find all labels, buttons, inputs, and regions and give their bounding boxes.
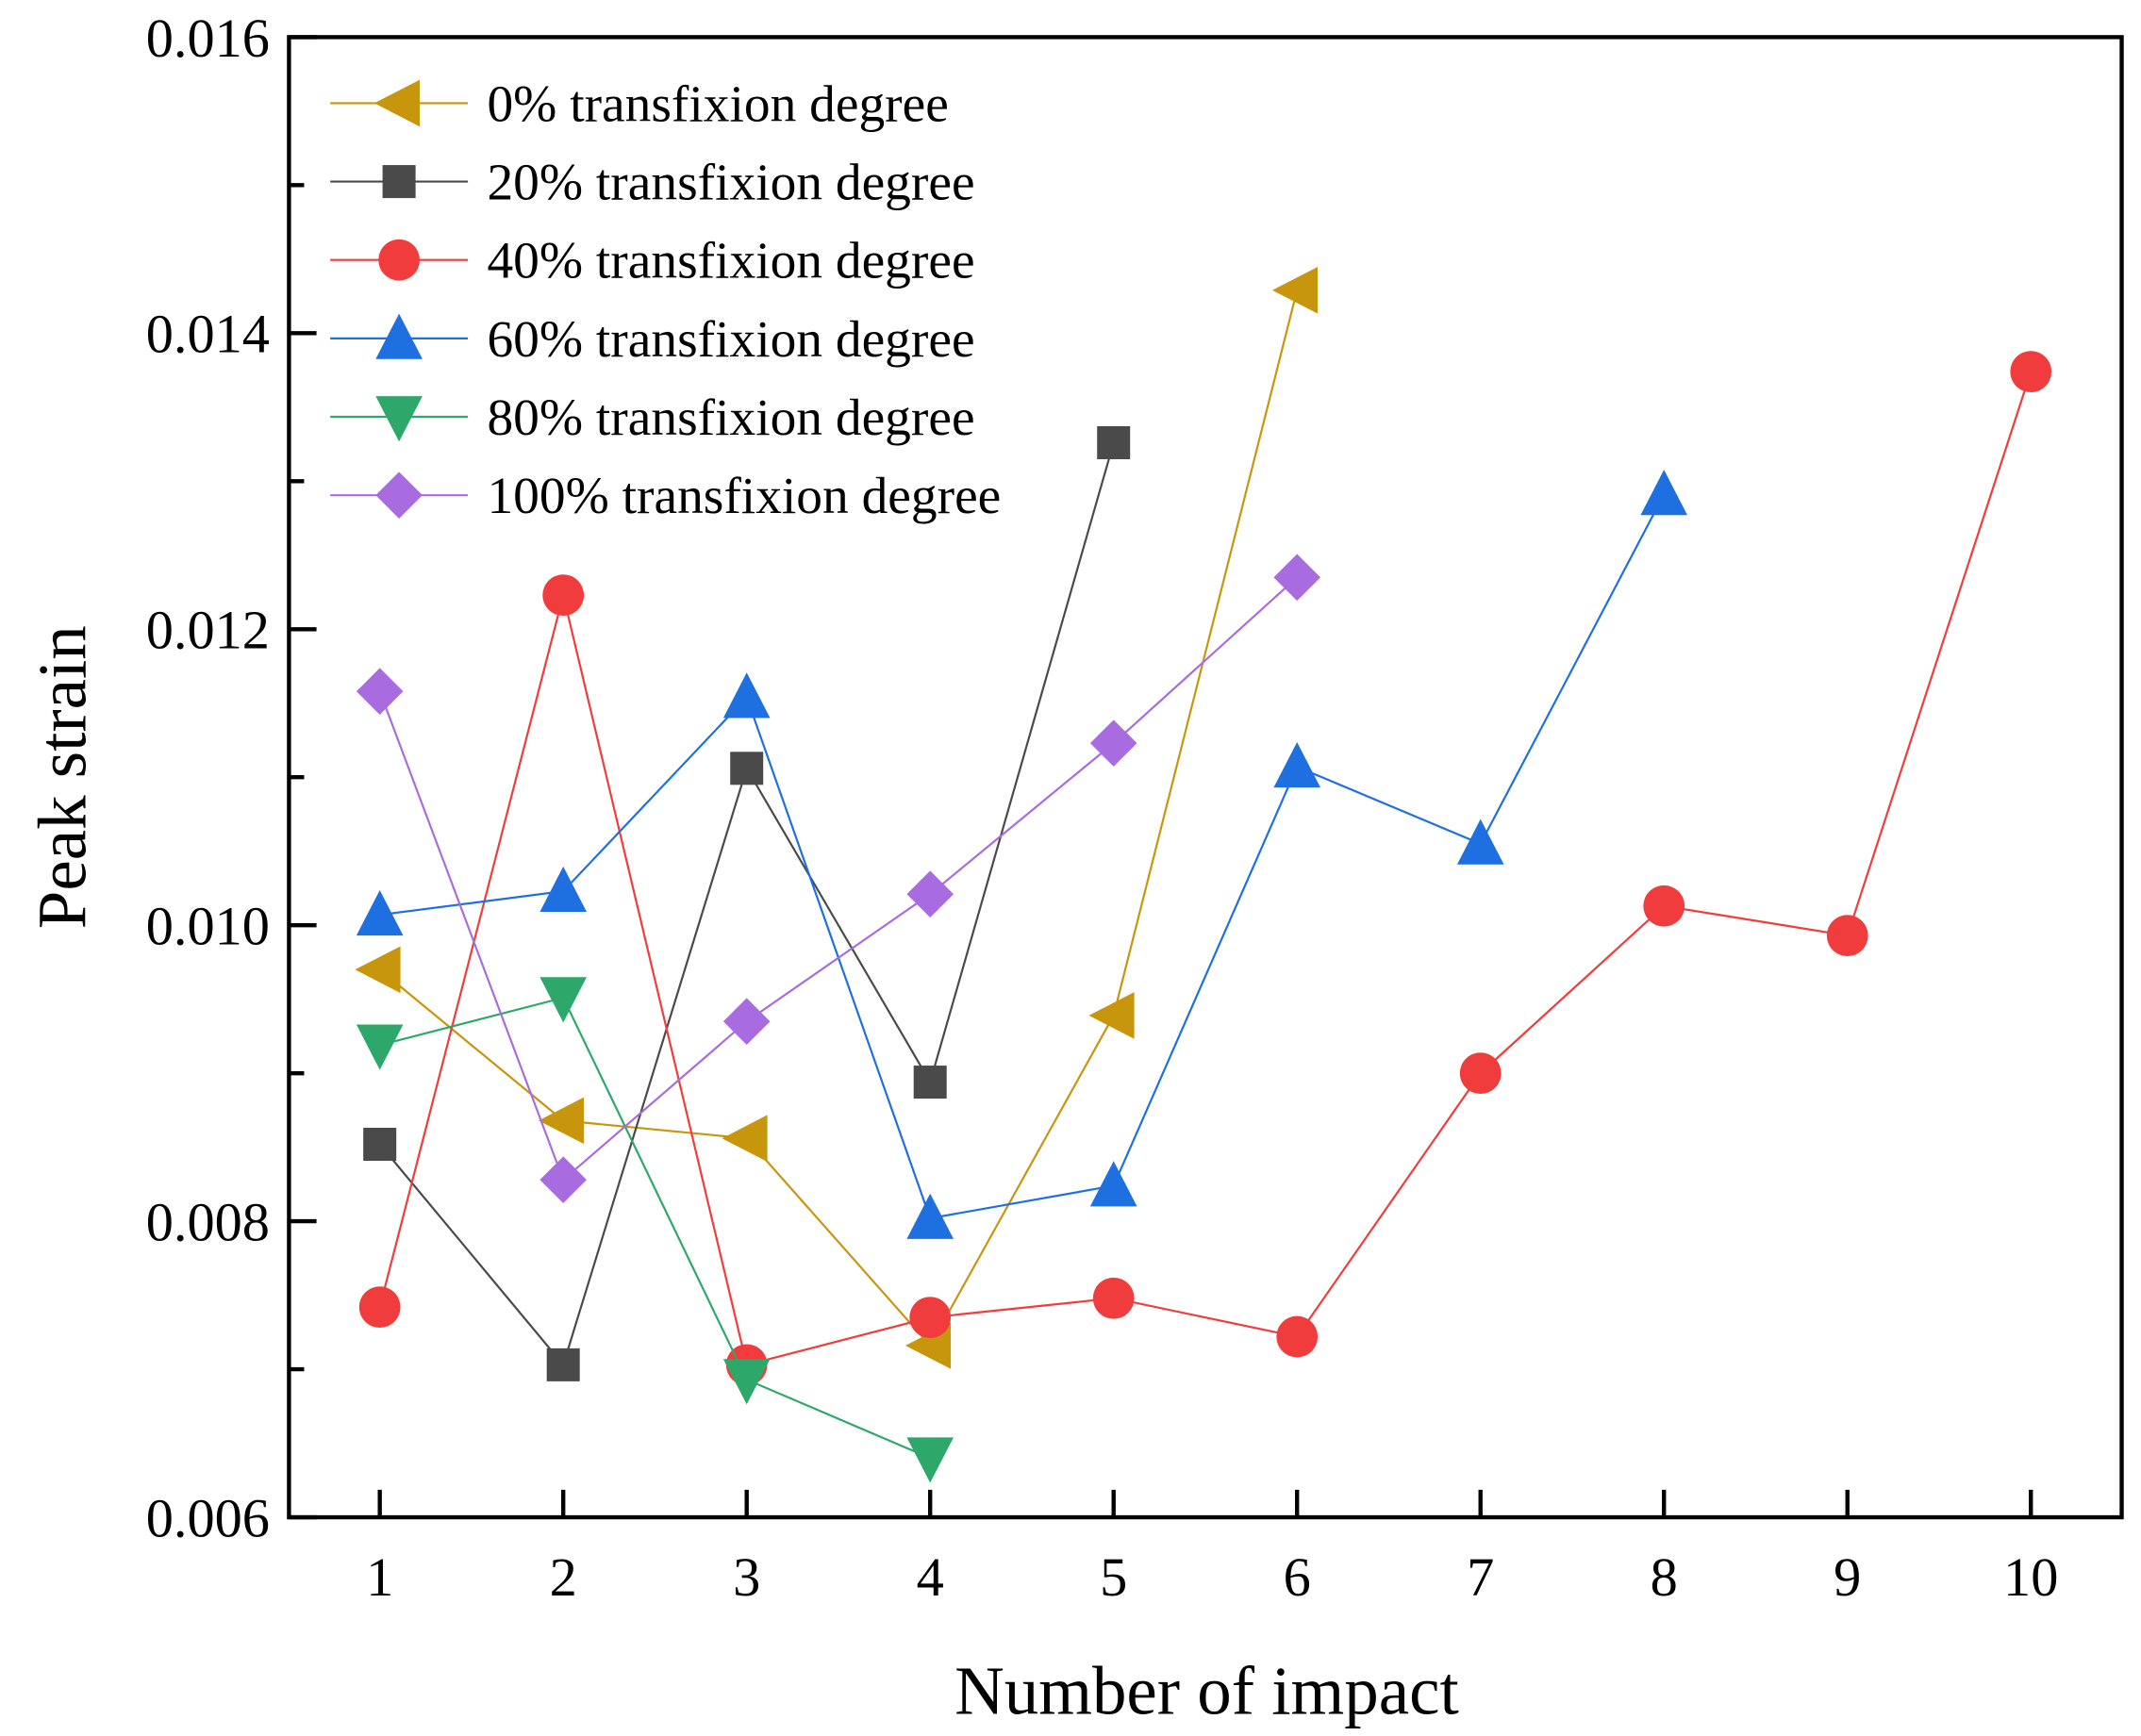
data-point-series-2	[1826, 915, 1868, 957]
data-point-series-3	[722, 672, 771, 719]
data-point-series-2	[1276, 1315, 1319, 1358]
y-tick-label: 0.008	[146, 1192, 270, 1253]
y-tick-label: 0.010	[146, 896, 270, 957]
data-point-series-3	[906, 1193, 954, 1239]
data-point-series-2	[1643, 885, 1685, 927]
data-point-series-1	[913, 1066, 947, 1099]
data-point-series-3	[356, 889, 404, 936]
x-tick-label: 10	[2003, 1546, 2058, 1608]
plot-frame	[287, 35, 2124, 1520]
data-point-series-4	[906, 1437, 954, 1483]
x-tick-label: 5	[1100, 1546, 1127, 1608]
data-point-series-5	[539, 1156, 587, 1203]
x-tick-label: 2	[550, 1546, 577, 1608]
series-line-2	[378, 371, 2033, 1366]
series-line-5	[378, 576, 1298, 1182]
legend-marker-4	[375, 396, 423, 442]
x-tick-label: 7	[1467, 1546, 1494, 1608]
data-point-series-2	[1092, 1277, 1135, 1319]
data-point-series-5	[1273, 554, 1321, 602]
x-tick-label: 6	[1284, 1546, 1311, 1608]
legend-label: 80% transfixion degree	[487, 389, 974, 446]
data-point-series-4	[722, 1359, 771, 1405]
data-point-series-0	[355, 946, 401, 994]
data-point-series-0	[1088, 992, 1135, 1039]
data-point-series-2	[358, 1286, 401, 1329]
legend-label: 0% transfixion degree	[487, 74, 948, 132]
data-point-series-3	[1640, 470, 1688, 516]
legend-marker-2	[378, 239, 420, 281]
data-point-series-0	[722, 1115, 768, 1163]
data-point-series-1	[1097, 425, 1131, 459]
x-tick-label: 8	[1651, 1546, 1678, 1608]
series-line-0	[378, 289, 1299, 1347]
y-tick-label: 0.006	[146, 1487, 270, 1548]
data-point-series-0	[538, 1097, 585, 1145]
data-point-series-5	[906, 870, 954, 918]
x-tick-label: 4	[917, 1546, 944, 1608]
data-point-series-3	[1089, 1161, 1137, 1207]
x-tick-label: 1	[366, 1546, 393, 1608]
x-tick-label: 3	[733, 1546, 760, 1608]
data-point-series-4	[539, 977, 587, 1023]
data-point-series-2	[909, 1297, 952, 1339]
legend-marker-5	[375, 471, 423, 519]
data-point-series-5	[1089, 719, 1137, 767]
legend-marker-1	[382, 165, 416, 199]
series-line-3	[379, 493, 1666, 1220]
y-axis-label: Peak strain	[25, 625, 101, 929]
data-point-series-1	[363, 1127, 397, 1162]
legend-label: 60% transfixion degree	[487, 310, 974, 368]
data-point-series-4	[356, 1024, 404, 1070]
x-axis-label: Number of impact	[954, 1653, 1459, 1729]
data-point-series-1	[730, 752, 764, 785]
data-point-series-1	[546, 1347, 580, 1381]
series-line-4	[379, 996, 931, 1460]
data-point-series-5	[722, 998, 771, 1046]
legend-marker-0	[373, 79, 420, 127]
y-tick-label: 0.012	[146, 600, 270, 661]
legend-marker-3	[375, 313, 423, 359]
data-point-series-3	[539, 866, 587, 912]
data-point-series-2	[2010, 351, 2052, 393]
data-point-series-3	[1456, 818, 1504, 865]
legend-label: 40% transfixion degree	[487, 232, 974, 289]
legend-label: 100% transfixion degree	[487, 467, 1001, 524]
legend-label: 20% transfixion degree	[487, 154, 974, 211]
data-point-series-3	[1273, 741, 1321, 788]
data-point-series-0	[1271, 267, 1319, 314]
data-point-series-2	[1459, 1052, 1502, 1095]
data-point-series-2	[542, 574, 585, 617]
y-tick-label: 0.014	[146, 304, 270, 365]
y-tick-label: 0.016	[146, 8, 270, 69]
x-tick-label: 9	[1834, 1546, 1861, 1608]
